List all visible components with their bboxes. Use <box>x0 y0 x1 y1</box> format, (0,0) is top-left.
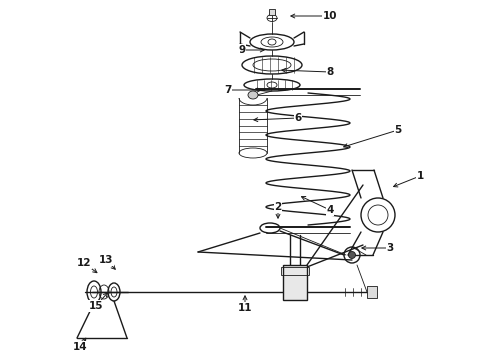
Text: 8: 8 <box>326 67 334 77</box>
Text: 13: 13 <box>99 255 113 265</box>
Text: 2: 2 <box>274 202 282 212</box>
Text: 3: 3 <box>387 243 393 253</box>
Ellipse shape <box>248 91 258 99</box>
Text: 9: 9 <box>239 45 245 55</box>
Bar <box>281 267 309 275</box>
Text: 1: 1 <box>416 171 424 181</box>
Bar <box>283 265 307 300</box>
Ellipse shape <box>348 252 356 258</box>
Text: 6: 6 <box>294 113 302 123</box>
Text: 10: 10 <box>323 11 337 21</box>
Text: 7: 7 <box>224 85 232 95</box>
Bar <box>269 9 275 15</box>
Text: 11: 11 <box>238 303 252 313</box>
Bar <box>367 286 377 298</box>
Text: 5: 5 <box>394 125 402 135</box>
Text: 12: 12 <box>77 258 91 268</box>
Text: 15: 15 <box>89 301 103 311</box>
Text: 4: 4 <box>326 205 334 215</box>
Text: 14: 14 <box>73 342 87 352</box>
